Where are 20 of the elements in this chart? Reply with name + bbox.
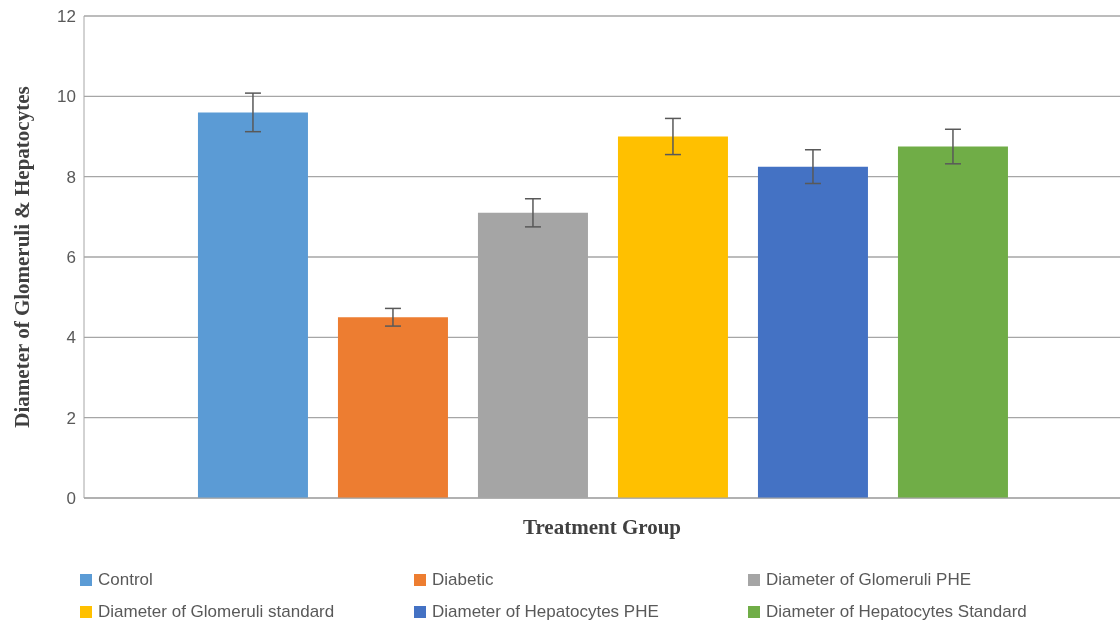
bar [337,317,448,498]
legend-label: Diabetic [432,570,494,590]
y-axis-title: Diameter of Glomeruli & Hepatocytes [10,86,35,428]
legend-label: Diameter of Glomeruli PHE [766,570,972,590]
bar [197,112,308,498]
legend-label: Control [98,570,153,590]
y-tick-label: 0 [66,489,76,509]
x-axis-title: Treatment Group [522,515,682,539]
y-tick-label: 6 [66,248,76,268]
y-tick-label: 4 [66,328,76,348]
legend-label: Diameter of Hepatocytes PHE [432,602,659,622]
y-tick-label: 8 [66,167,76,187]
bar [757,166,868,498]
y-tick-label: 12 [57,7,76,27]
legend-label: Diameter of Glomeruli standard [98,602,335,622]
legend-label: Diameter of Hepatocytes Standard [766,602,1027,622]
bar [897,146,1008,498]
bar [617,136,728,498]
y-tick-label: 10 [57,87,76,107]
y-tick-label: 2 [66,408,76,428]
